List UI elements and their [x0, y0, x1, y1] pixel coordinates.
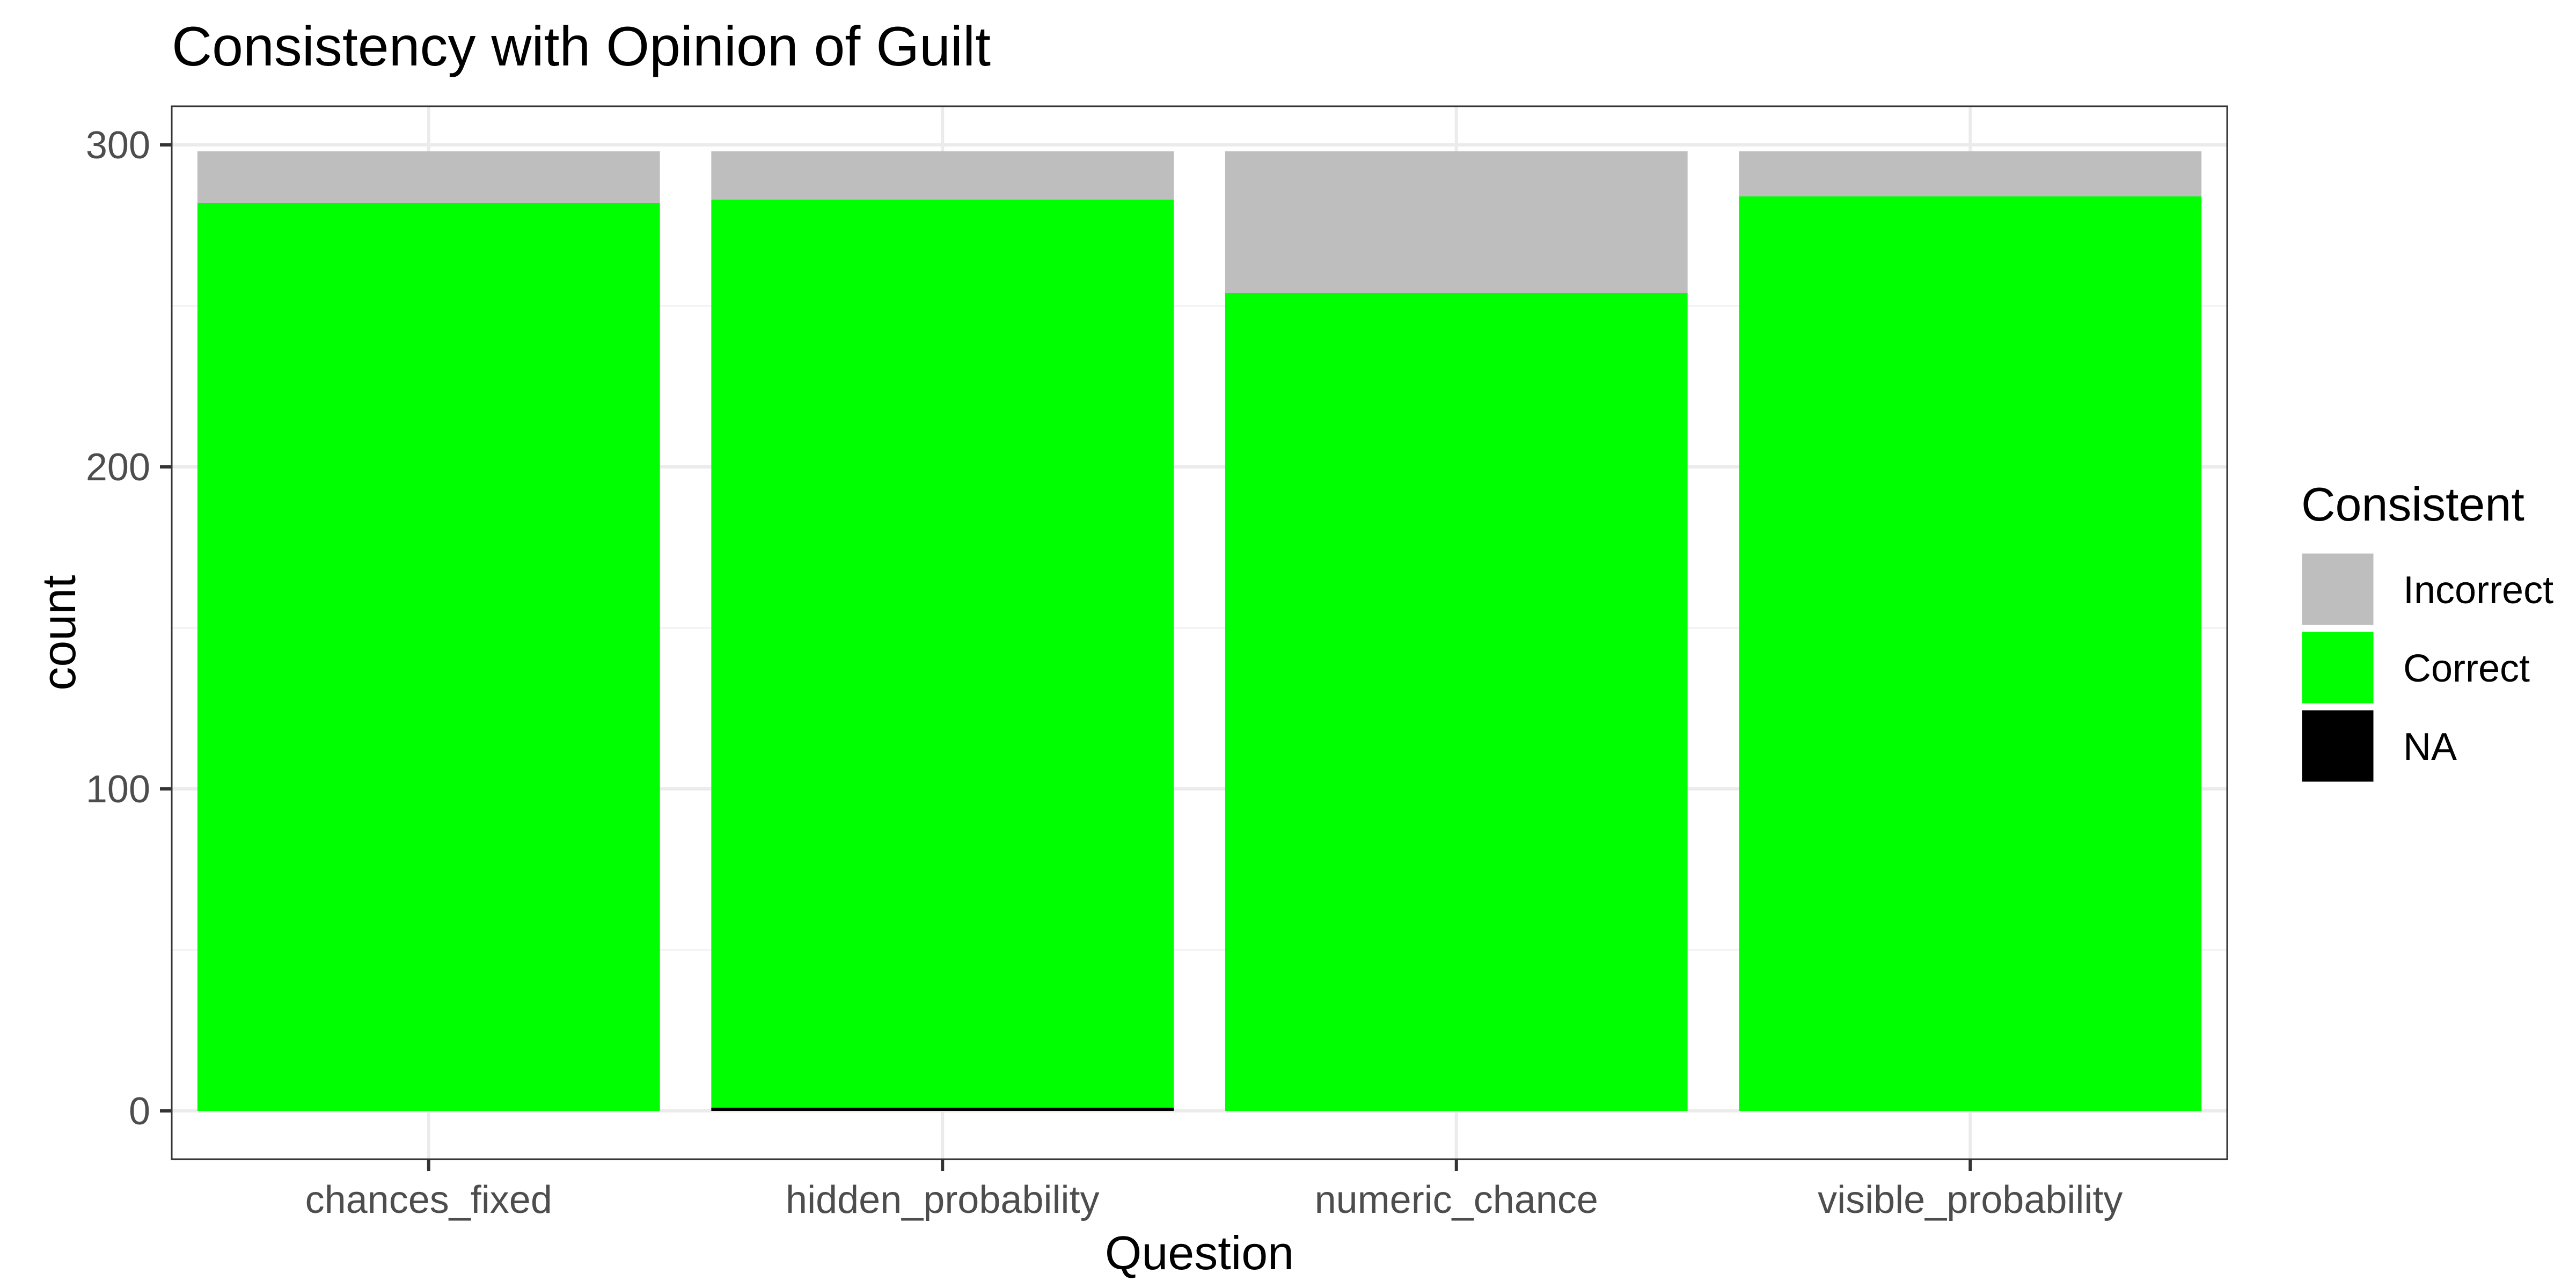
x-tick-label: hidden_probability — [786, 1179, 1099, 1221]
x-tick-label: chances_fixed — [305, 1179, 552, 1221]
panel-border — [171, 105, 2228, 1160]
y-tick-label: 200 — [86, 446, 150, 489]
bar-correct-numeric_chance — [1225, 293, 1688, 1111]
legend-label-na: NA — [2403, 726, 2457, 769]
legend-label-incorrect: Incorrect — [2403, 569, 2553, 612]
bars — [197, 151, 2202, 1111]
bar-na-hidden_probability — [711, 1108, 1174, 1111]
legend-key-correct — [2300, 630, 2375, 705]
y-tick-label: 0 — [129, 1090, 150, 1133]
x-tick-label: numeric_chance — [1315, 1179, 1598, 1221]
bar-incorrect-hidden_probability — [711, 151, 1174, 200]
bar-correct-chances_fixed — [197, 203, 660, 1111]
legend: Consistent Incorrect Correct NA — [2300, 478, 2553, 784]
bar-incorrect-numeric_chance — [1225, 151, 1688, 293]
x-axis: chances_fixed hidden_probability numeric_c… — [305, 1159, 2123, 1221]
chart-title: Consistency with Opinion of Guilt — [172, 16, 991, 78]
y-tick-label: 100 — [86, 768, 150, 811]
bar-correct-visible_probability — [1739, 196, 2202, 1111]
y-axis: 0 100 200 300 — [86, 124, 172, 1133]
legend-key-incorrect — [2300, 552, 2375, 627]
bar-incorrect-visible_probability — [1739, 151, 2202, 196]
legend-title: Consistent — [2301, 478, 2524, 531]
bar-correct-hidden_probability — [711, 200, 1174, 1108]
x-tick-label: visible_probability — [1818, 1179, 2123, 1221]
y-axis-title: count — [32, 575, 85, 690]
legend-key-na — [2300, 708, 2375, 784]
x-axis-title: Question — [1105, 1226, 1294, 1279]
bar-incorrect-chances_fixed — [197, 151, 660, 203]
y-tick-label: 300 — [86, 124, 150, 167]
legend-label-correct: Correct — [2403, 647, 2530, 690]
